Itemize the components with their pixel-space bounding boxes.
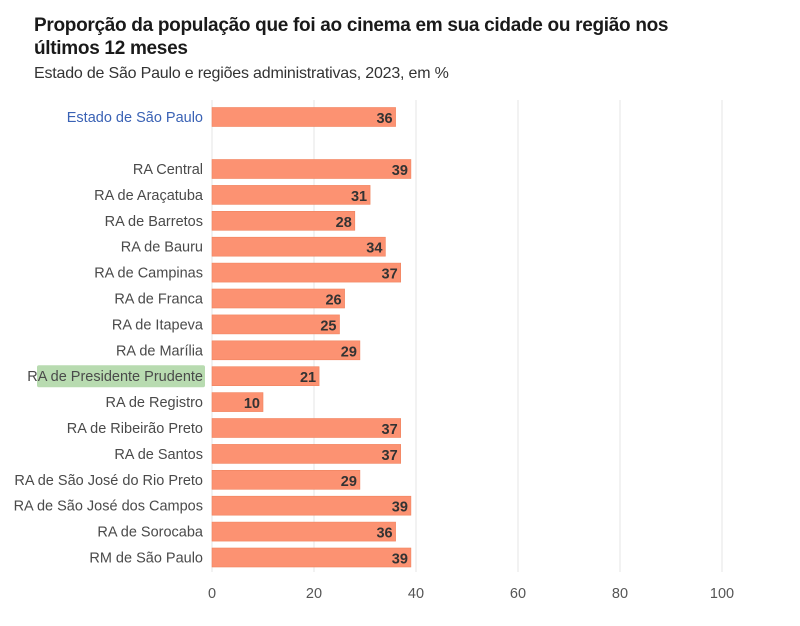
value-label: 37 [382,267,398,283]
value-label: 25 [320,318,336,334]
category-label: RM de São Paulo [89,551,203,567]
category-label: RA de Registro [105,395,203,411]
bar [211,185,371,205]
value-label: 36 [376,526,392,542]
category-label: RA de Campinas [94,266,203,282]
x-tick-label: 80 [612,586,628,602]
value-label: 29 [341,474,357,490]
category-label: RA de Marília [116,343,204,359]
value-label: 39 [392,163,408,179]
bars [211,107,412,568]
bar [211,236,386,257]
category-label: RA de Bauru [121,240,203,256]
bar [211,159,412,179]
x-tick-label: 0 [208,586,216,602]
bar [211,469,361,490]
category-label: RA de Franca [114,292,204,308]
value-label: 37 [382,422,398,438]
bar [211,495,412,516]
x-tick-label: 60 [510,586,526,602]
category-label: RA de Sorocaba [97,525,204,541]
category-label: RA Central [133,162,203,178]
category-label: RA de Ribeirão Preto [67,421,203,437]
chart-subtitle: Estado de São Paulo e regiões administra… [34,65,449,82]
x-tick-label: 40 [408,586,424,602]
bar [211,288,345,309]
bar [211,262,401,283]
category-label: RA de Itapeva [112,317,204,333]
bar [211,211,356,231]
highlight-label-background [37,365,205,388]
bar [211,107,396,127]
value-label: 26 [325,293,341,309]
value-label: 10 [244,396,260,412]
value-label: 34 [366,241,382,257]
bar [211,444,401,464]
bar [211,392,264,412]
value-label: 37 [382,448,398,464]
category-labels: Estado de São Paulo RA Central RA de Araça… [14,110,205,567]
x-tick-label: 20 [306,586,322,602]
value-label: 39 [392,500,408,516]
category-label: Estado de São Paulo [67,110,203,126]
bar [211,366,320,387]
value-label: 29 [341,344,357,360]
category-label: RA de Presidente Prudente [27,369,203,385]
bar [211,340,361,361]
value-label: 21 [300,370,316,386]
category-label: RA de Santos [114,447,203,463]
bar [211,418,401,438]
x-axis-ticks: 0 20 40 60 80 100 [208,586,734,602]
category-label: RA de Araçatuba [94,188,204,204]
value-label: 28 [336,215,352,231]
category-label: RA de São José dos Campos [14,499,203,515]
bar [211,521,396,542]
bar [211,314,340,335]
chart-title: Proporção da população que foi ao cinema… [34,15,669,59]
category-label: RA de São José do Rio Preto [14,473,203,489]
value-label: 36 [376,111,392,127]
bar [211,547,412,568]
x-tick-label: 100 [710,586,734,602]
value-label: 31 [351,189,367,205]
value-label: 39 [392,552,408,568]
category-label: RA de Barretos [105,214,203,230]
